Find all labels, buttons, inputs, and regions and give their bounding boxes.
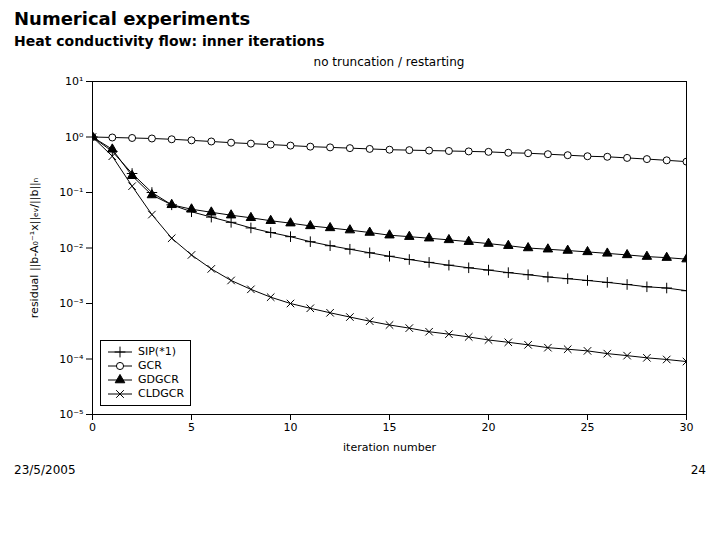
svg-text:0: 0	[89, 421, 96, 434]
html-text:CLDGCR: CLDGCR	[138, 387, 185, 400]
svg-text:25: 25	[581, 421, 595, 434]
html-text:23/5/2005: 23/5/2005	[14, 463, 76, 477]
svg-text:20: 20	[482, 421, 496, 434]
svg-text:10⁰: 10⁰	[65, 131, 84, 144]
svg-text:10¹: 10¹	[65, 75, 83, 88]
svg-text:10: 10	[284, 421, 298, 434]
svg-text:10⁻⁴: 10⁻⁴	[59, 353, 84, 366]
svg-text:15: 15	[383, 421, 397, 434]
svg-text:5: 5	[188, 421, 195, 434]
html-text:Numerical experiments: Numerical experiments	[14, 8, 251, 29]
html-text:no truncation / restarting: no truncation / restarting	[313, 55, 465, 69]
html-text:24: 24	[690, 463, 706, 477]
svg-text:residual ||b-A₀⁻¹x||ₑᵥ/||b||ₙ: residual ||b-A₀⁻¹x||ₑᵥ/||b||ₙ	[28, 178, 41, 318]
svg-text:10⁻⁵: 10⁻⁵	[59, 408, 83, 421]
svg-text:10⁻³: 10⁻³	[59, 297, 83, 310]
svg-text:10⁻²: 10⁻²	[59, 242, 83, 255]
svg-text:30: 30	[680, 421, 694, 434]
svg-text:10⁻¹: 10⁻¹	[59, 186, 83, 199]
html-text:GCR: GCR	[138, 359, 162, 372]
html-text:SIP(*1): SIP(*1)	[138, 345, 176, 358]
svg-text:iteration number: iteration number	[343, 441, 436, 454]
html-text:GDGCR: GDGCR	[138, 373, 179, 386]
html-text:Heat conductivity flow: inner: Heat conductivity flow: inner iterations	[14, 33, 325, 49]
